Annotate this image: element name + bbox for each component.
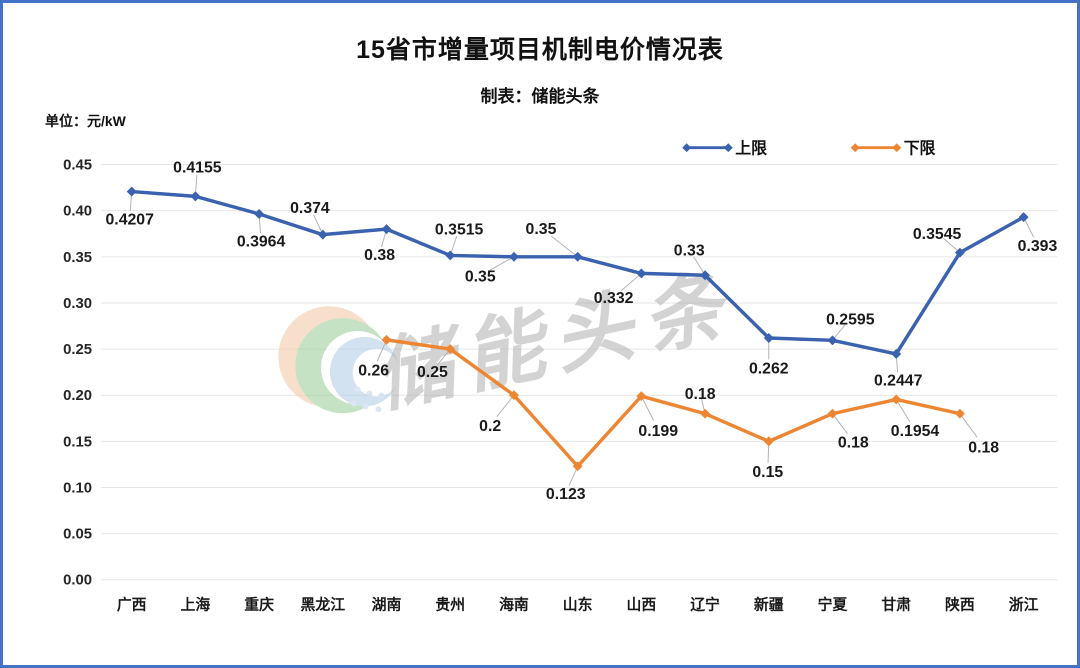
data-point-marker xyxy=(700,270,711,281)
y-tick-label: 0.45 xyxy=(63,157,92,173)
label-leader-line xyxy=(1023,216,1035,238)
data-label: 0.4207 xyxy=(105,211,154,228)
data-point-marker xyxy=(636,268,647,279)
label-leader-line xyxy=(376,339,387,362)
data-point-marker xyxy=(954,408,965,419)
data-point-marker xyxy=(508,251,519,262)
x-tick-label: 山东 xyxy=(563,596,593,614)
data-label: 0.2447 xyxy=(874,373,923,390)
x-tick-label: 贵州 xyxy=(435,596,465,614)
data-label: 0.1954 xyxy=(891,423,940,440)
y-tick-label: 0.10 xyxy=(63,480,92,496)
data-label: 0.2 xyxy=(479,418,501,435)
data-point-marker xyxy=(381,224,392,235)
x-tick-label: 辽宁 xyxy=(690,596,720,614)
legend-label-upper: 上限 xyxy=(735,140,767,158)
label-leader-line xyxy=(693,256,706,276)
lower-limit-line xyxy=(384,338,962,469)
data-point-marker xyxy=(317,229,328,240)
data-point-marker xyxy=(763,436,774,447)
label-leader-line xyxy=(943,238,961,254)
data-label: 0.374 xyxy=(290,200,330,217)
legend-label-lower: 下限 xyxy=(904,140,936,158)
x-tick-label: 上海 xyxy=(181,596,211,614)
label-leader-line xyxy=(959,413,978,438)
price-line-chart: 0.00 0.05 0.10 0.15 0.20 0.25 0.30 0.35 0.40 0.45… xyxy=(63,140,1058,614)
data-point-marker xyxy=(508,390,519,401)
y-tick-label: 0.40 xyxy=(63,204,92,220)
data-label: 0.38 xyxy=(364,247,395,264)
label-leader-line xyxy=(832,413,848,434)
watermark-logo xyxy=(278,306,401,414)
data-label: 0.15 xyxy=(752,464,783,481)
data-point-marker xyxy=(445,250,456,261)
legend-marker xyxy=(850,143,860,153)
data-label: 0.199 xyxy=(638,423,678,440)
legend-marker xyxy=(682,143,692,153)
x-tick-label: 甘肃 xyxy=(881,596,911,614)
data-point-marker xyxy=(763,333,774,343)
x-tick-label: 陕西 xyxy=(945,596,975,614)
label-leader-line xyxy=(550,235,578,258)
x-tick-label: 湖南 xyxy=(372,596,402,614)
unit-label: 单位：元/kW xyxy=(45,113,126,129)
label-leader-line xyxy=(489,256,515,271)
data-label: 0.4155 xyxy=(173,160,222,177)
data-point-marker xyxy=(572,461,583,472)
y-tick-label: 0.05 xyxy=(63,527,92,543)
y-tick-label: 0.15 xyxy=(63,434,92,450)
data-label: 0.18 xyxy=(968,439,999,456)
y-tick-label: 0.20 xyxy=(63,388,92,404)
y-tick-label: 0.25 xyxy=(63,342,92,358)
y-tick-label: 0.30 xyxy=(63,296,92,312)
label-leader-line xyxy=(621,273,642,291)
data-label: 0.332 xyxy=(594,290,634,307)
y-tick-label: 0.00 xyxy=(63,573,92,589)
data-label: 0.35 xyxy=(465,269,496,286)
data-point-marker xyxy=(700,408,711,419)
data-point-marker xyxy=(891,394,902,405)
data-point-marker xyxy=(126,186,137,197)
data-label: 0.262 xyxy=(749,361,789,378)
data-label: 0.123 xyxy=(546,486,586,503)
data-label: 0.2595 xyxy=(826,311,875,328)
y-tick-label: 0.35 xyxy=(63,250,92,266)
data-point-marker xyxy=(954,247,965,258)
x-tick-label: 广西 xyxy=(117,596,147,614)
data-label: 0.3545 xyxy=(913,226,962,243)
data-label: 0.3515 xyxy=(435,222,484,239)
x-tick-label: 黑龙江 xyxy=(301,596,346,614)
data-point-marker xyxy=(572,251,583,262)
x-tick-label: 宁夏 xyxy=(818,596,849,614)
data-label: 0.25 xyxy=(417,364,448,381)
data-point-marker xyxy=(827,408,838,419)
chart-subtitle: 制表：储能头条 xyxy=(480,87,600,106)
data-label: 0.18 xyxy=(685,386,716,403)
x-tick-label: 海南 xyxy=(499,596,529,614)
chart-title: 15省市增量项目机制电价情况表 xyxy=(356,36,724,64)
label-leader-line xyxy=(895,399,911,422)
x-tick-label: 浙江 xyxy=(1009,596,1039,614)
data-label: 0.35 xyxy=(526,221,557,238)
data-label: 0.393 xyxy=(1018,238,1058,255)
data-label: 0.33 xyxy=(674,242,705,259)
legend-marker xyxy=(892,143,902,153)
legend-marker xyxy=(723,143,733,153)
data-point-marker xyxy=(190,191,201,202)
data-label: 0.3964 xyxy=(237,234,286,251)
label-leader-line xyxy=(640,395,654,421)
x-tick-label: 重庆 xyxy=(244,596,274,614)
data-label: 0.26 xyxy=(358,363,389,380)
data-label: 0.18 xyxy=(838,434,869,451)
x-tick-label: 山西 xyxy=(626,597,656,614)
x-tick-label: 新疆 xyxy=(754,596,784,614)
label-leader-line xyxy=(496,394,515,417)
